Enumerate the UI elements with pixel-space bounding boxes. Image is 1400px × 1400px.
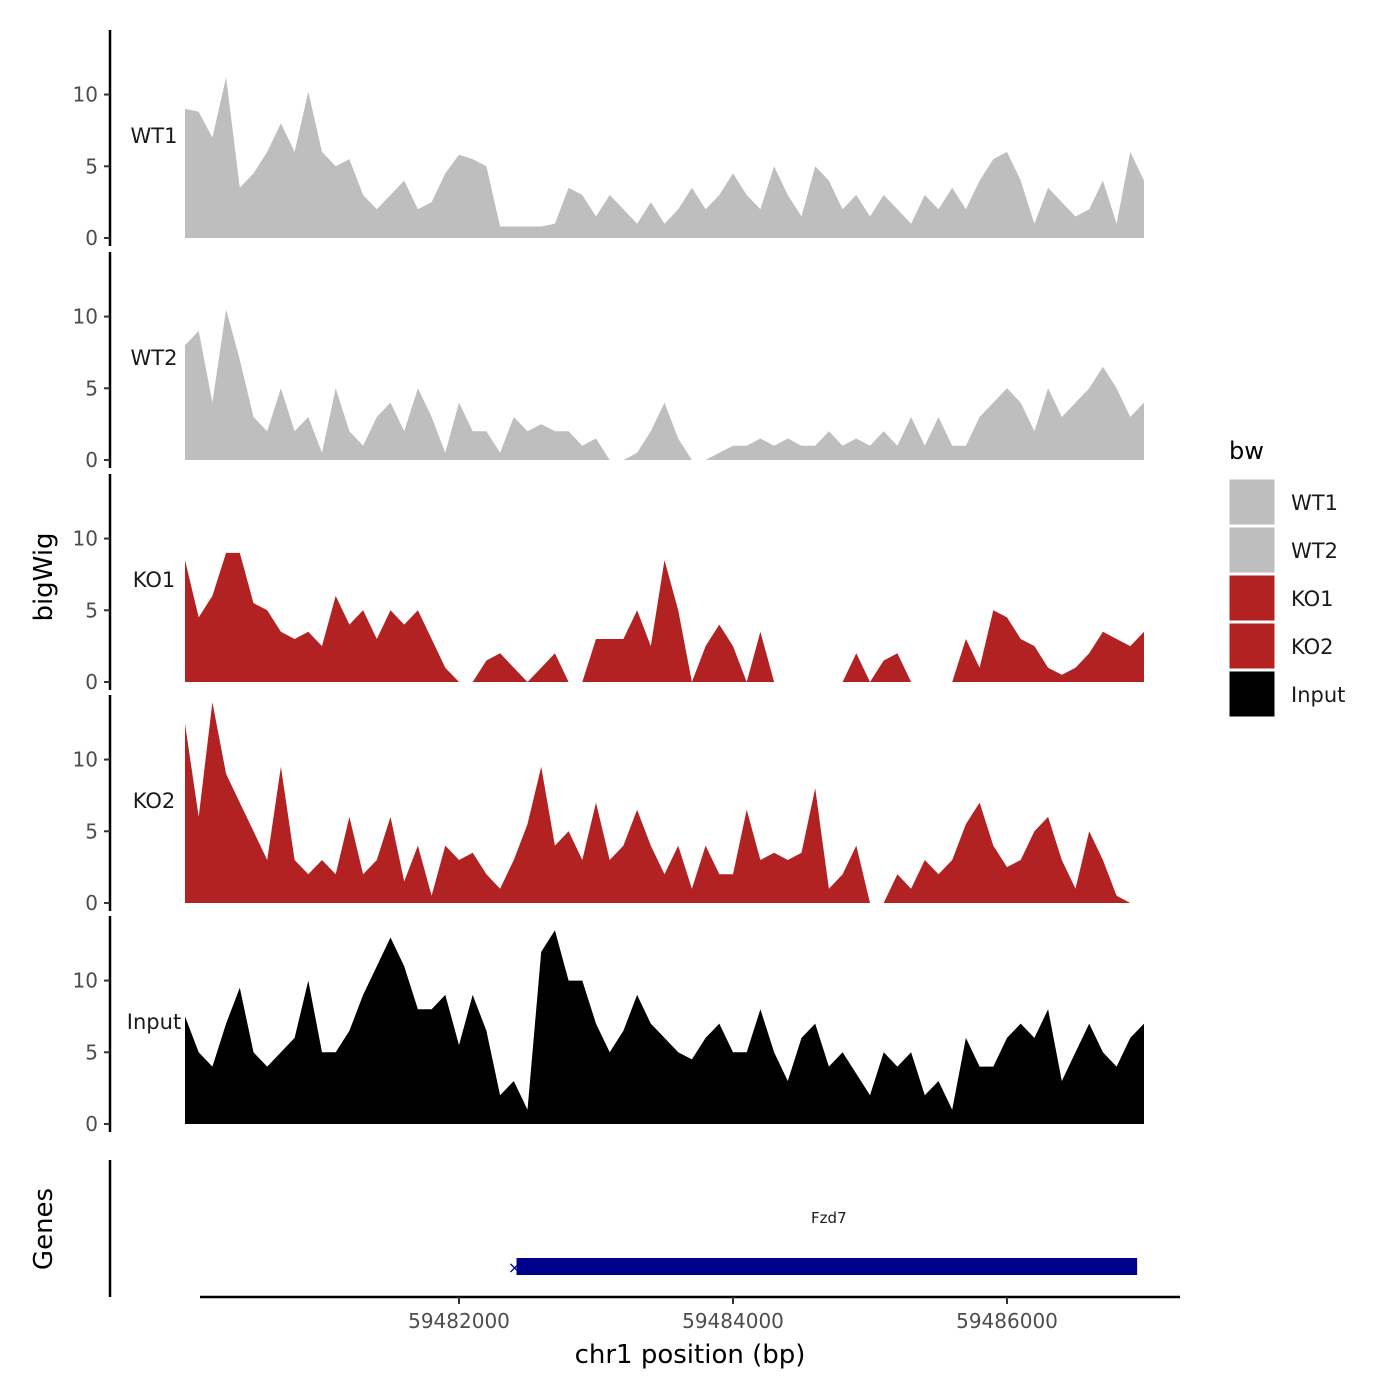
track-ko2: 0 5 10 KO2 — [73, 695, 1144, 915]
gene-bar-fzd7 — [516, 1258, 1138, 1275]
track-wt2: 0 5 10 WT2 — [73, 252, 1144, 472]
track-label: KO1 — [133, 568, 176, 592]
y-tick-label: 0 — [85, 1112, 98, 1136]
genes-panel: Genes × Fzd7 — [29, 1160, 1138, 1297]
track-label: Input — [127, 1010, 181, 1034]
y-tick-label: 5 — [85, 819, 98, 843]
y-tick-label: 10 — [73, 969, 98, 993]
x-tick-label: 59484000 — [682, 1309, 784, 1333]
y-tick-label: 0 — [85, 448, 98, 472]
legend: bw WT1 WT2 KO1 KO2 Input — [1228, 437, 1345, 718]
legend-label-wt2: WT2 — [1291, 539, 1338, 563]
track-panels: 0 5 10 WT1 0 5 10 WT2 0 5 10 KO1 0 5 10 KO2 0 5 10 Input — [73, 30, 1144, 1136]
y-tick-label: 0 — [85, 891, 98, 915]
legend-label-input: Input — [1291, 683, 1345, 707]
y-tick-label: 5 — [85, 376, 98, 400]
y-tick-label: 5 — [85, 598, 98, 622]
y-tick-label: 5 — [85, 154, 98, 178]
track-label: WT1 — [131, 124, 178, 148]
y-tick-label: 10 — [73, 748, 98, 772]
track-area-ko2 — [185, 702, 1144, 903]
x-axis: 59482000 59484000 59486000 — [200, 1295, 1180, 1333]
y-tick-label: 10 — [73, 527, 98, 551]
legend-label-ko2: KO2 — [1291, 635, 1334, 659]
y-tick-label: 5 — [85, 1040, 98, 1064]
legend-swatch-wt2 — [1228, 526, 1276, 574]
legend-swatch-ko2 — [1228, 622, 1276, 670]
track-ko1: 0 5 10 KO1 — [73, 474, 1144, 694]
legend-label-ko1: KO1 — [1291, 587, 1334, 611]
legend-swatch-ko1 — [1228, 574, 1276, 622]
gene-strand-marker: × — [508, 1258, 521, 1277]
track-area-input — [185, 930, 1144, 1124]
y-axis-title: bigWig — [29, 532, 59, 621]
track-area-wt2 — [185, 309, 1144, 460]
legend-swatch-wt1 — [1228, 478, 1276, 526]
track-wt1: 0 5 10 WT1 — [73, 30, 1144, 250]
track-area-wt1 — [185, 77, 1144, 238]
track-label: WT2 — [131, 346, 178, 370]
y-tick-label: 10 — [73, 305, 98, 329]
legend-title: bw — [1229, 437, 1264, 465]
y-tick-label: 0 — [85, 670, 98, 694]
y-tick-label: 10 — [73, 83, 98, 107]
x-tick-label: 59482000 — [408, 1309, 510, 1333]
legend-label-wt1: WT1 — [1291, 491, 1338, 515]
genes-track-label: Genes — [29, 1188, 59, 1270]
gene-name-label: Fzd7 — [811, 1209, 847, 1227]
track-label: KO2 — [133, 789, 176, 813]
x-axis-title: chr1 position (bp) — [575, 1340, 806, 1370]
track-input: 0 5 10 Input — [73, 916, 1144, 1136]
x-tick-label: 59486000 — [956, 1309, 1058, 1333]
track-area-ko1 — [185, 552, 1144, 682]
y-tick-label: 0 — [85, 226, 98, 250]
legend-swatch-input — [1228, 670, 1276, 718]
